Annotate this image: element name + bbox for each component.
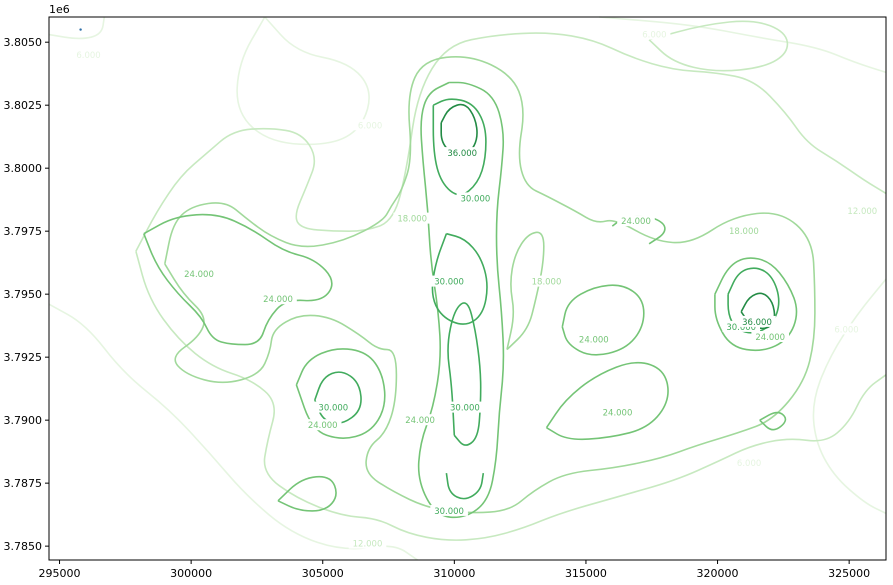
contour-label-2: 6.000 xyxy=(642,31,666,41)
contour-label-17: 24.000 xyxy=(755,333,785,343)
contour-label-bg-6 xyxy=(843,205,882,216)
contour-label-8: 18.000 xyxy=(532,278,562,288)
contour-label-bg-22 xyxy=(430,504,468,516)
contour-label-bg-13 xyxy=(401,414,439,426)
y-tick-label-3: 3.7925 xyxy=(4,351,43,364)
contour-label-11: 24.000 xyxy=(263,295,293,305)
contour-line-24000-17 xyxy=(714,257,798,352)
y-tick-label-8: 3.8050 xyxy=(4,36,43,49)
contour-line-24000-12 xyxy=(277,475,337,512)
contour-label-6: 12.000 xyxy=(847,207,877,217)
contour-line-18000-9 xyxy=(506,231,545,351)
contour-line-30000-23 xyxy=(445,472,485,500)
contour-line-24000-11 xyxy=(295,348,386,439)
x-tick-label-6: 325000 xyxy=(828,567,870,580)
marker-0 xyxy=(79,28,82,31)
contour-label-bg-4 xyxy=(733,457,766,468)
contour-line-6000-3 xyxy=(599,16,887,74)
contour-line-12000-5 xyxy=(135,251,887,541)
contour-label-14: 24.000 xyxy=(579,336,609,346)
contour-label-bg-7 xyxy=(393,212,431,224)
contour-label-1: 6.000 xyxy=(358,121,382,131)
contour-label-0: 6.000 xyxy=(76,51,100,61)
contour-label-bg-11 xyxy=(259,293,297,305)
contour-label-bg-9 xyxy=(725,225,763,237)
contour-label-3: 6.000 xyxy=(834,325,858,335)
contour-label-bg-5 xyxy=(348,537,387,549)
x-tick-label-1: 300000 xyxy=(170,567,212,580)
contour-label-16: 24.000 xyxy=(621,217,651,227)
contour-label-bg-0 xyxy=(72,48,105,60)
contour-line-24000-10 xyxy=(143,213,333,346)
contour-line-24000-15 xyxy=(545,361,669,441)
contour-line-30000-21 xyxy=(447,302,482,446)
contour-line-24000-13 xyxy=(417,81,505,519)
contour-line-6000-0 xyxy=(48,16,106,40)
contour-label-21: 30.000 xyxy=(318,404,348,414)
contour-label-15: 24.000 xyxy=(603,409,633,419)
contour-labels: 6.000 6.000 6.000 6.000 6.000 12.000 12.000 18.… xyxy=(72,28,882,550)
markers xyxy=(79,28,82,31)
plot-frame xyxy=(48,16,887,561)
contour-label-bg-12 xyxy=(303,419,342,431)
contour-line-12000-7 xyxy=(648,20,789,72)
contour-label-23: 30.000 xyxy=(726,323,756,333)
x-tick-label-3: 310000 xyxy=(433,567,475,580)
y-tick-label-6: 3.8000 xyxy=(4,162,43,175)
contour-label-22: 30.000 xyxy=(434,507,464,517)
contour-label-25: 36.000 xyxy=(742,318,772,328)
contour-line-30000-19 xyxy=(432,98,487,196)
contour-label-bg-21 xyxy=(314,401,353,413)
contour-label-7: 18.000 xyxy=(397,215,427,225)
y-axis: 3.7850 3.7875 3.7900 3.7925 3.7950 3.7975 3.80… xyxy=(4,36,49,553)
contour-label-bg-18 xyxy=(456,192,495,204)
contour-label-bg-19 xyxy=(430,275,468,287)
contour-label-24: 36.000 xyxy=(447,149,477,159)
y-offset-text: 1e6 xyxy=(49,3,70,16)
contour-label-18: 30.000 xyxy=(461,194,491,204)
x-axis: 295000 300000 305000 310000 315000 320000 3250… xyxy=(39,560,870,580)
contour-label-12: 24.000 xyxy=(308,421,338,431)
contour-label-5: 12.000 xyxy=(353,540,383,550)
contour-label-19: 30.000 xyxy=(434,278,464,288)
contour-label-bg-15 xyxy=(598,406,637,418)
contour-label-13: 24.000 xyxy=(405,416,435,426)
contour-label-9: 18.000 xyxy=(729,227,759,237)
contour-label-bg-17 xyxy=(751,331,789,342)
y-tick-label-1: 3.7875 xyxy=(4,477,43,490)
contour-label-bg-24 xyxy=(443,147,481,159)
contour-line-18000-8 xyxy=(164,56,816,514)
contour-label-bg-8 xyxy=(527,275,566,287)
contour-line-6000-2 xyxy=(236,16,370,146)
contour-label-10: 24.000 xyxy=(184,270,214,280)
y-tick-label-2: 3.7900 xyxy=(4,414,43,427)
contour-label-bg-14 xyxy=(575,333,613,345)
contour-label-bg-16 xyxy=(617,215,655,227)
contour-label-bg-25 xyxy=(738,315,776,327)
x-tick-label-5: 320000 xyxy=(697,567,739,580)
x-tick-label-0: 295000 xyxy=(39,567,81,580)
contour-line-30000-20 xyxy=(431,232,488,325)
y-tick-label-4: 3.7950 xyxy=(4,288,43,301)
contour-label-4: 6.000 xyxy=(737,459,761,469)
y-tick-label-7: 3.8025 xyxy=(4,99,43,112)
contour-label-bg-3 xyxy=(830,323,863,335)
contour-label-bg-2 xyxy=(638,28,671,40)
x-tick-label-4: 315000 xyxy=(565,567,607,580)
contour-line-24000-18 xyxy=(759,411,787,431)
contour-line-6000-4 xyxy=(812,278,887,515)
y-tick-label-5: 3.7975 xyxy=(4,225,43,238)
contour-label-20: 30.000 xyxy=(450,404,480,414)
contour-label-bg-10 xyxy=(180,268,218,279)
contour-label-bg-20 xyxy=(446,401,484,413)
x-tick-label-2: 305000 xyxy=(302,567,344,580)
contour-line-24000-14 xyxy=(561,284,645,356)
contour-label-bg-1 xyxy=(354,119,387,131)
y-tick-label-0: 3.7850 xyxy=(4,540,43,553)
